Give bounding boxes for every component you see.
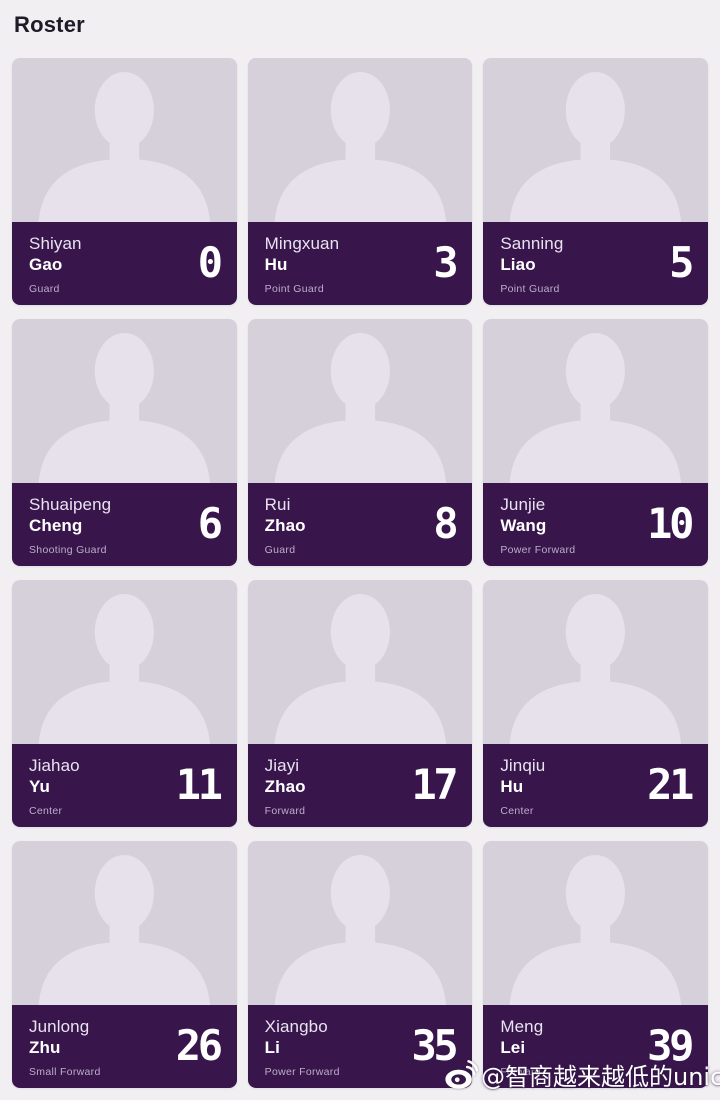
player-card[interactable]: Shuaipeng Cheng Shooting Guard 6 xyxy=(12,319,237,566)
player-photo-placeholder xyxy=(247,580,473,744)
person-silhouette-icon xyxy=(38,855,211,1005)
player-photo-placeholder xyxy=(247,58,473,222)
player-card[interactable]: Xiangbo Li Power Forward 35 xyxy=(247,841,473,1088)
person-silhouette-icon xyxy=(38,72,211,222)
player-photo-placeholder xyxy=(247,319,473,483)
player-first-name: Junjie xyxy=(500,495,546,514)
player-card[interactable]: Jinqiu Hu Center 21 xyxy=(483,580,708,827)
person-silhouette-icon xyxy=(38,594,211,744)
player-number: 6 xyxy=(197,498,223,548)
player-card[interactable]: Jiayi Zhao Forward 17 xyxy=(247,580,473,827)
player-card[interactable]: Rui Zhao Guard 8 xyxy=(247,319,473,566)
player-last-name: Hu xyxy=(264,254,288,274)
player-card[interactable]: Mingxuan Hu Point Guard 3 xyxy=(247,58,473,305)
player-last-name: Cheng xyxy=(29,515,83,535)
player-banner: Junlong Zhu Small Forward 26 xyxy=(12,1005,237,1088)
player-first-name: Xiangbo xyxy=(264,1017,328,1036)
player-number: 8 xyxy=(433,498,458,548)
player-first-name: Shiyan xyxy=(29,234,82,253)
player-number: 5 xyxy=(669,237,694,287)
player-photo-placeholder xyxy=(12,580,237,744)
player-banner: Rui Zhao Guard 8 xyxy=(247,483,473,566)
player-position: Guard xyxy=(264,544,296,556)
player-banner: Jinqiu Hu Center 21 xyxy=(483,744,708,827)
player-first-name: Shuaipeng xyxy=(29,495,112,514)
player-last-name: Lei xyxy=(500,1037,526,1057)
player-first-name: Sanning xyxy=(500,234,564,253)
player-banner: Jiayi Zhao Forward 17 xyxy=(247,744,473,827)
player-position: Forward xyxy=(264,805,306,817)
person-silhouette-icon xyxy=(274,594,446,744)
player-position: Power Forward xyxy=(500,544,576,556)
player-photo-placeholder xyxy=(12,58,237,222)
player-position: Center xyxy=(500,805,534,817)
player-card[interactable]: Junlong Zhu Small Forward 26 xyxy=(12,841,237,1088)
person-silhouette-icon xyxy=(509,855,682,1005)
player-number: 17 xyxy=(411,759,458,809)
player-first-name: Jiayi xyxy=(264,756,300,775)
player-photo-placeholder xyxy=(12,319,237,483)
player-position: Point Guard xyxy=(500,283,560,295)
player-banner: Shuaipeng Cheng Shooting Guard 6 xyxy=(12,483,237,566)
player-first-name: Meng xyxy=(500,1017,544,1036)
player-banner: Sanning Liao Point Guard 5 xyxy=(483,222,708,305)
player-last-name: Hu xyxy=(500,776,524,796)
page-title: Roster xyxy=(14,12,85,37)
player-number: 10 xyxy=(647,498,694,548)
player-position: Small Forward xyxy=(29,1066,101,1078)
player-number: 39 xyxy=(647,1020,694,1070)
player-last-name: Gao xyxy=(29,254,63,274)
player-photo-placeholder xyxy=(483,841,708,1005)
player-last-name: Wang xyxy=(500,515,547,535)
player-number: 26 xyxy=(175,1020,223,1070)
player-first-name: Rui xyxy=(264,495,291,514)
player-photo-placeholder xyxy=(247,841,473,1005)
player-number: 11 xyxy=(175,759,223,809)
person-silhouette-icon xyxy=(509,594,682,744)
player-last-name: Yu xyxy=(29,776,50,796)
player-position: Power Forward xyxy=(264,1066,340,1078)
player-number: 0 xyxy=(197,237,223,287)
person-silhouette-icon xyxy=(274,333,446,483)
player-photo-placeholder xyxy=(483,58,708,222)
player-last-name: Li xyxy=(264,1037,280,1057)
player-banner: Mingxuan Hu Point Guard 3 xyxy=(247,222,473,305)
player-position: Point Guard xyxy=(264,283,324,295)
player-last-name: Zhu xyxy=(29,1037,61,1057)
player-card[interactable]: Junjie Wang Power Forward 10 xyxy=(483,319,708,566)
player-photo-placeholder xyxy=(483,580,708,744)
player-first-name: Junlong xyxy=(29,1017,90,1036)
player-banner: Shiyan Gao Guard 0 xyxy=(12,222,237,305)
player-card[interactable]: Sanning Liao Point Guard 5 xyxy=(483,58,708,305)
player-position: Shooting Guard xyxy=(29,544,107,556)
player-card[interactable]: Shiyan Gao Guard 0 xyxy=(12,58,237,305)
person-silhouette-icon xyxy=(509,333,682,483)
player-last-name: Zhao xyxy=(264,776,306,796)
player-position: Guard xyxy=(29,283,60,295)
player-last-name: Zhao xyxy=(264,515,306,535)
player-banner: Meng Lei Forward 39 xyxy=(483,1005,708,1088)
player-banner: Jiahao Yu Center 11 xyxy=(12,744,237,827)
roster-grid: Shiyan Gao Guard 0 Mingxuan Hu Point Gua… xyxy=(12,58,708,1088)
player-first-name: Jiahao xyxy=(29,756,80,775)
person-silhouette-icon xyxy=(509,72,682,222)
person-silhouette-icon xyxy=(274,855,446,1005)
person-silhouette-icon xyxy=(38,333,211,483)
player-photo-placeholder xyxy=(483,319,708,483)
player-number: 21 xyxy=(647,759,694,809)
player-position: Center xyxy=(29,805,63,817)
player-first-name: Jinqiu xyxy=(500,756,546,775)
player-number: 35 xyxy=(411,1020,458,1070)
player-number: 3 xyxy=(433,237,458,287)
player-banner: Xiangbo Li Power Forward 35 xyxy=(247,1005,473,1088)
person-silhouette-icon xyxy=(274,72,446,222)
player-banner: Junjie Wang Power Forward 10 xyxy=(483,483,708,566)
player-card[interactable]: Meng Lei Forward 39 xyxy=(483,841,708,1088)
player-position: Forward xyxy=(500,1066,541,1078)
player-photo-placeholder xyxy=(12,841,237,1005)
player-last-name: Liao xyxy=(500,254,536,274)
player-card[interactable]: Jiahao Yu Center 11 xyxy=(12,580,237,827)
player-first-name: Mingxuan xyxy=(264,234,340,253)
